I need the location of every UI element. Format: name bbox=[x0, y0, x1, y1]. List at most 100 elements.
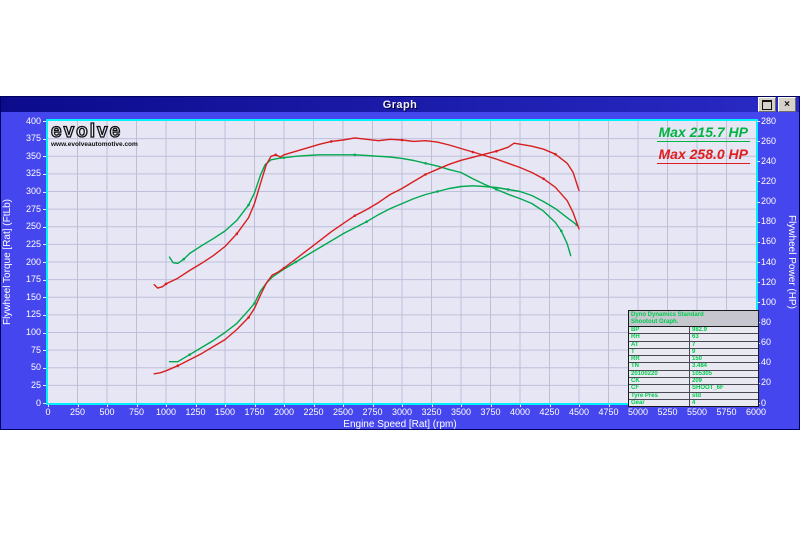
legend-item: Max 215.7 HP bbox=[656, 124, 750, 142]
series-green-torque bbox=[168, 154, 572, 265]
y-right-tick-label: 280 bbox=[761, 115, 777, 126]
data-marker bbox=[424, 162, 427, 165]
run-info-value: 105305 bbox=[692, 370, 713, 377]
run-info-key: CK bbox=[629, 378, 690, 385]
run-info-table: Dyno Dynamics Standard Shootout Graph. B… bbox=[628, 310, 759, 408]
tick-mark bbox=[372, 404, 374, 407]
x-tick-label: 2000 bbox=[273, 407, 295, 417]
run-info-value: 7 bbox=[692, 341, 696, 348]
dyno-chart-svg bbox=[48, 121, 756, 403]
tick-mark bbox=[43, 156, 46, 158]
tick-mark bbox=[77, 404, 79, 407]
legend-item: Max 258.0 HP bbox=[656, 146, 750, 164]
data-marker bbox=[353, 153, 357, 157]
run-info-table-body: BP 982.9 RH 63 AT 7 T 9 RR 150 TN 3.484 20100220 1053… bbox=[629, 327, 758, 407]
data-marker bbox=[495, 149, 498, 153]
close-button[interactable]: × bbox=[778, 97, 796, 112]
x-tick-label: 1000 bbox=[155, 407, 177, 417]
run-info-value: SHOOT_6F bbox=[692, 385, 724, 392]
tick-mark bbox=[136, 404, 138, 407]
y-left-tick-label: 75 bbox=[30, 344, 41, 355]
y-right-tick-label: 220 bbox=[761, 175, 777, 186]
tick-mark bbox=[195, 404, 197, 407]
x-tick-label: 5500 bbox=[686, 407, 708, 417]
data-marker bbox=[247, 316, 250, 319]
x-tick-label: 5250 bbox=[657, 407, 678, 417]
run-info-key: AT bbox=[629, 341, 690, 348]
data-marker bbox=[176, 364, 180, 368]
y-left-tick-label: 150 bbox=[25, 291, 41, 302]
data-marker bbox=[294, 260, 298, 264]
tick-mark bbox=[43, 279, 46, 281]
y-right-tick-label: 140 bbox=[761, 256, 777, 267]
y-right-tick-label: 100 bbox=[761, 296, 777, 307]
chart-client-area: evolve www.evolveautomotive.com Max 215.… bbox=[1, 112, 799, 430]
run-info-row: RH 63 bbox=[629, 333, 758, 341]
data-marker bbox=[365, 220, 368, 224]
data-marker bbox=[274, 153, 278, 157]
x-tick-label: 3750 bbox=[480, 407, 501, 417]
run-info-header-line2: Shootout Graph. bbox=[631, 318, 679, 325]
y-left-tick-label: 325 bbox=[25, 168, 41, 179]
tick-mark bbox=[107, 404, 108, 407]
close-icon: × bbox=[784, 98, 790, 110]
tick-mark bbox=[757, 221, 760, 223]
y-axis-right-title: Flywheel Power (HP) bbox=[786, 215, 797, 309]
plot-area bbox=[46, 119, 758, 405]
tick-mark bbox=[757, 181, 760, 183]
run-info-value: 4 bbox=[692, 399, 696, 406]
y-left-tick-label: 225 bbox=[25, 238, 41, 249]
x-tick-label: 0 bbox=[45, 407, 51, 417]
data-marker bbox=[353, 214, 357, 217]
tick-mark bbox=[43, 297, 46, 299]
data-marker bbox=[329, 140, 333, 143]
tick-mark bbox=[43, 209, 46, 211]
data-marker bbox=[247, 203, 250, 207]
run-info-row: AT 7 bbox=[629, 340, 758, 348]
tick-mark bbox=[757, 121, 760, 122]
y-left-tick-label: 275 bbox=[25, 203, 41, 214]
x-tick-label: 1750 bbox=[244, 407, 265, 417]
y-right-tick-label: 200 bbox=[761, 196, 777, 207]
run-info-key: Tyre Pres bbox=[629, 392, 690, 399]
tick-mark bbox=[608, 404, 610, 407]
tick-mark bbox=[225, 404, 226, 407]
y-left-tick-label: 100 bbox=[25, 327, 41, 337]
y-right-tick-label: 60 bbox=[761, 337, 772, 348]
series-red-torque bbox=[153, 137, 580, 289]
y-left-tick-label: 375 bbox=[25, 133, 41, 144]
brand-logo-url: www.evolveautomotive.com bbox=[51, 141, 138, 148]
tick-mark bbox=[431, 404, 433, 407]
brand-logo-text: evolve bbox=[50, 121, 123, 142]
run-info-value: 3.484 bbox=[692, 363, 708, 370]
data-marker bbox=[235, 232, 239, 236]
run-info-key: Gear bbox=[629, 399, 690, 407]
tick-mark bbox=[757, 262, 760, 263]
run-info-row: BP 982.9 bbox=[629, 327, 758, 334]
data-marker bbox=[560, 229, 563, 233]
y-left-tick-label: 350 bbox=[25, 150, 41, 161]
y-left-tick-label: 300 bbox=[25, 186, 41, 196]
run-info-key: T bbox=[629, 348, 690, 356]
x-tick-label: 4000 bbox=[509, 407, 531, 417]
x-tick-label: 3250 bbox=[421, 407, 442, 417]
y-left-tick-label: 125 bbox=[25, 309, 41, 320]
data-marker bbox=[554, 152, 557, 156]
title-bar[interactable]: Graph × bbox=[1, 97, 799, 112]
data-marker bbox=[282, 156, 286, 159]
tick-mark bbox=[43, 262, 46, 263]
y-right-tick-label: 80 bbox=[761, 316, 772, 327]
y-left-tick-label: 200 bbox=[25, 256, 41, 267]
run-info-value: 150 bbox=[692, 356, 703, 363]
x-axis-title: Engine Speed [Rat] (rpm) bbox=[343, 419, 457, 430]
brand-logo: evolve www.evolveautomotive.com bbox=[50, 121, 138, 149]
restore-button[interactable] bbox=[758, 97, 776, 112]
x-tick-label: 3500 bbox=[450, 407, 472, 417]
x-tick-label: 1500 bbox=[214, 407, 236, 417]
data-marker bbox=[182, 257, 185, 261]
tick-mark bbox=[313, 404, 315, 407]
data-marker bbox=[506, 188, 510, 191]
run-info-row: 20100220 105305 bbox=[629, 369, 758, 378]
tick-mark bbox=[43, 350, 46, 352]
tick-mark bbox=[520, 404, 521, 407]
